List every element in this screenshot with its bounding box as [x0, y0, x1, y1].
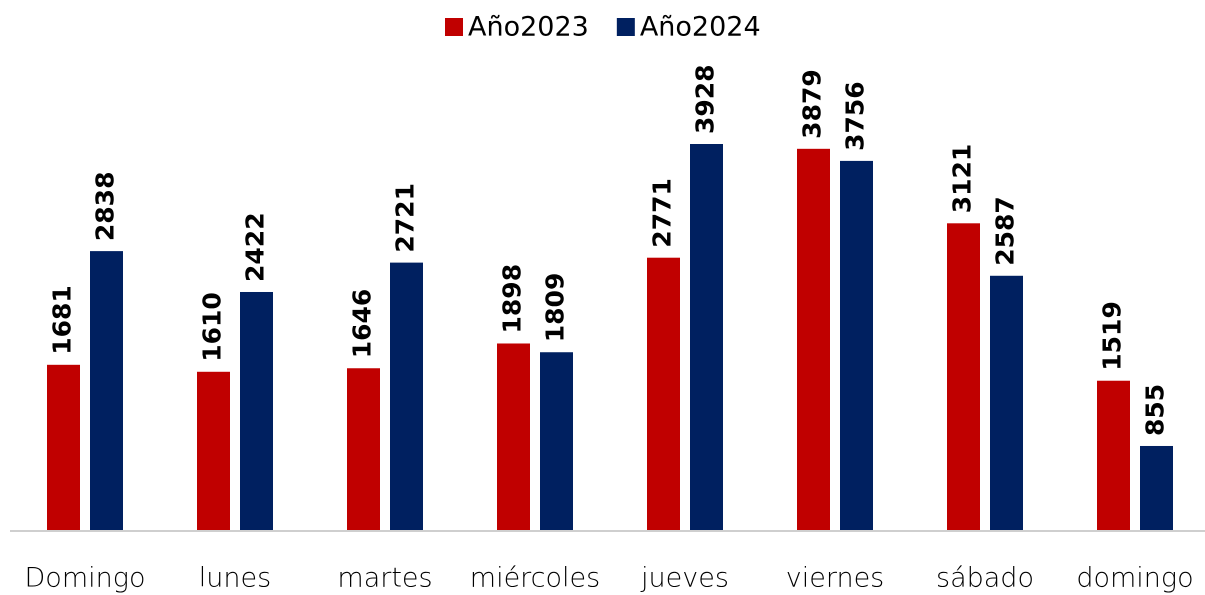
value-label: 1809: [541, 273, 570, 343]
value-label: 3756: [841, 81, 870, 151]
legend-label: Año2024: [640, 12, 761, 43]
x-tick-label: miércoles: [470, 563, 600, 594]
bar: [647, 257, 680, 530]
value-label: 1898: [498, 264, 527, 334]
value-label: 855: [1141, 384, 1170, 436]
x-tick-label: domingo: [1076, 563, 1193, 594]
x-tick-label: Domingo: [25, 563, 146, 594]
bar: [497, 343, 530, 530]
x-tick-label: martes: [337, 563, 432, 594]
bar: [990, 275, 1023, 530]
x-tick-label: jueves: [640, 563, 729, 594]
x-tick-label: lunes: [199, 563, 271, 594]
bar: [540, 352, 573, 530]
value-label: 2838: [91, 172, 120, 242]
bar: [797, 148, 830, 530]
value-label: 3928: [691, 64, 720, 134]
bar: [90, 251, 123, 530]
value-label: 3121: [948, 144, 977, 214]
value-label: 2721: [391, 183, 420, 253]
value-label: 1646: [348, 289, 377, 359]
legend-swatch: [616, 18, 635, 36]
bar: [1140, 445, 1173, 530]
bar: [197, 371, 230, 530]
legend-swatch: [445, 18, 463, 36]
value-label: 3879: [798, 69, 827, 139]
x-tick-label: sábado: [936, 563, 1034, 594]
value-label: 1610: [198, 292, 227, 362]
bar: [840, 160, 873, 531]
legend-label: Año2023: [468, 12, 589, 43]
bar: [690, 144, 723, 530]
value-label: 1519: [1098, 301, 1127, 371]
x-tick-label: viernes: [786, 563, 885, 594]
bar: [947, 223, 980, 530]
bar: [1097, 380, 1130, 530]
bar: [390, 262, 423, 530]
value-label: 1681: [48, 285, 77, 355]
bar: [347, 368, 380, 530]
value-label: 2771: [648, 178, 677, 248]
value-label: 2587: [991, 196, 1020, 266]
bar: [240, 291, 273, 530]
bar: [47, 364, 80, 530]
value-label: 2422: [241, 212, 270, 282]
